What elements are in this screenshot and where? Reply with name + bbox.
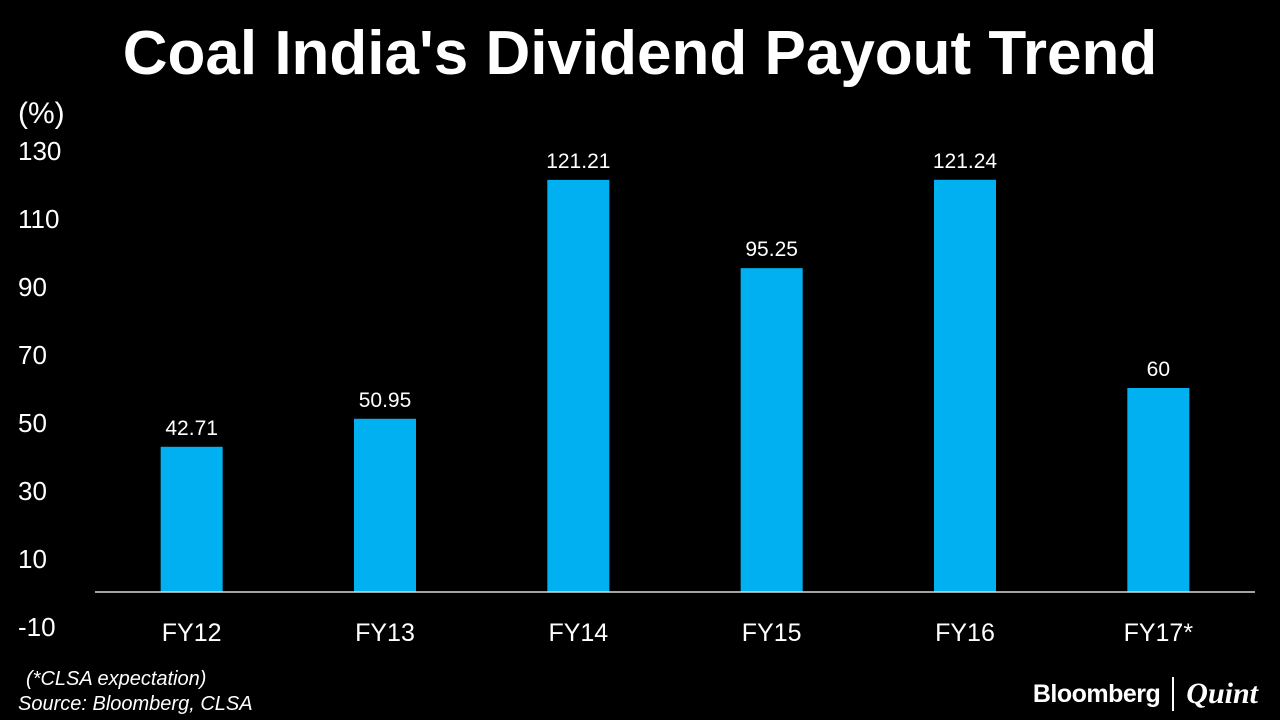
y-tick-label: 50 — [18, 408, 47, 438]
data-label: 95.25 — [745, 238, 798, 261]
bars — [160, 179, 1190, 593]
y-tick-label: 70 — [18, 340, 47, 370]
y-axis-ticks: -10 10 30 50 70 90 110 130 — [18, 136, 61, 642]
logo-bloomberg-text: Bloomberg — [1032, 679, 1161, 708]
bar-fy16 — [934, 179, 996, 592]
x-axis-labels: FY12 FY13 FY14 FY15 FY16 FY17* — [162, 619, 1194, 647]
data-labels: 42.71 50.95 121.21 95.25 121.24 60 — [165, 150, 1170, 440]
data-label: 50.95 — [359, 389, 412, 412]
data-label: 121.21 — [546, 150, 610, 173]
source-note: Source: Bloomberg, CLSA — [18, 693, 253, 715]
y-tick-label: 130 — [18, 136, 61, 166]
logo-divider — [1172, 677, 1175, 711]
logo-quint-text: Quint — [1186, 677, 1258, 710]
x-tick-label: FY17* — [1124, 619, 1194, 647]
x-tick-label: FY16 — [935, 619, 995, 647]
bar-fy14 — [547, 179, 610, 593]
y-tick-label: 90 — [18, 272, 47, 302]
data-label: 42.71 — [165, 417, 218, 440]
y-axis-unit-label: (%) — [18, 97, 65, 130]
data-label: 121.24 — [933, 150, 998, 173]
bar-fy17 — [1127, 388, 1190, 592]
footnote: (*CLSA expectation) — [26, 668, 207, 690]
y-tick-label: -10 — [18, 612, 56, 642]
y-tick-label: 30 — [18, 476, 47, 506]
bloomberg-quint-logo: Bloomberg Quint — [1033, 674, 1258, 714]
data-label: 60 — [1147, 358, 1170, 381]
bar-fy12 — [160, 446, 223, 592]
bar-fy13 — [354, 418, 416, 592]
x-tick-label: FY14 — [548, 619, 608, 647]
x-tick-label: FY12 — [162, 619, 222, 647]
chart-title: Coal India's Dividend Payout Trend — [122, 19, 1158, 88]
bar-fy15 — [740, 268, 803, 592]
y-tick-label: 10 — [18, 544, 47, 574]
y-tick-label: 110 — [18, 204, 59, 234]
x-tick-label: FY13 — [355, 619, 415, 647]
x-tick-label: FY15 — [742, 619, 802, 647]
